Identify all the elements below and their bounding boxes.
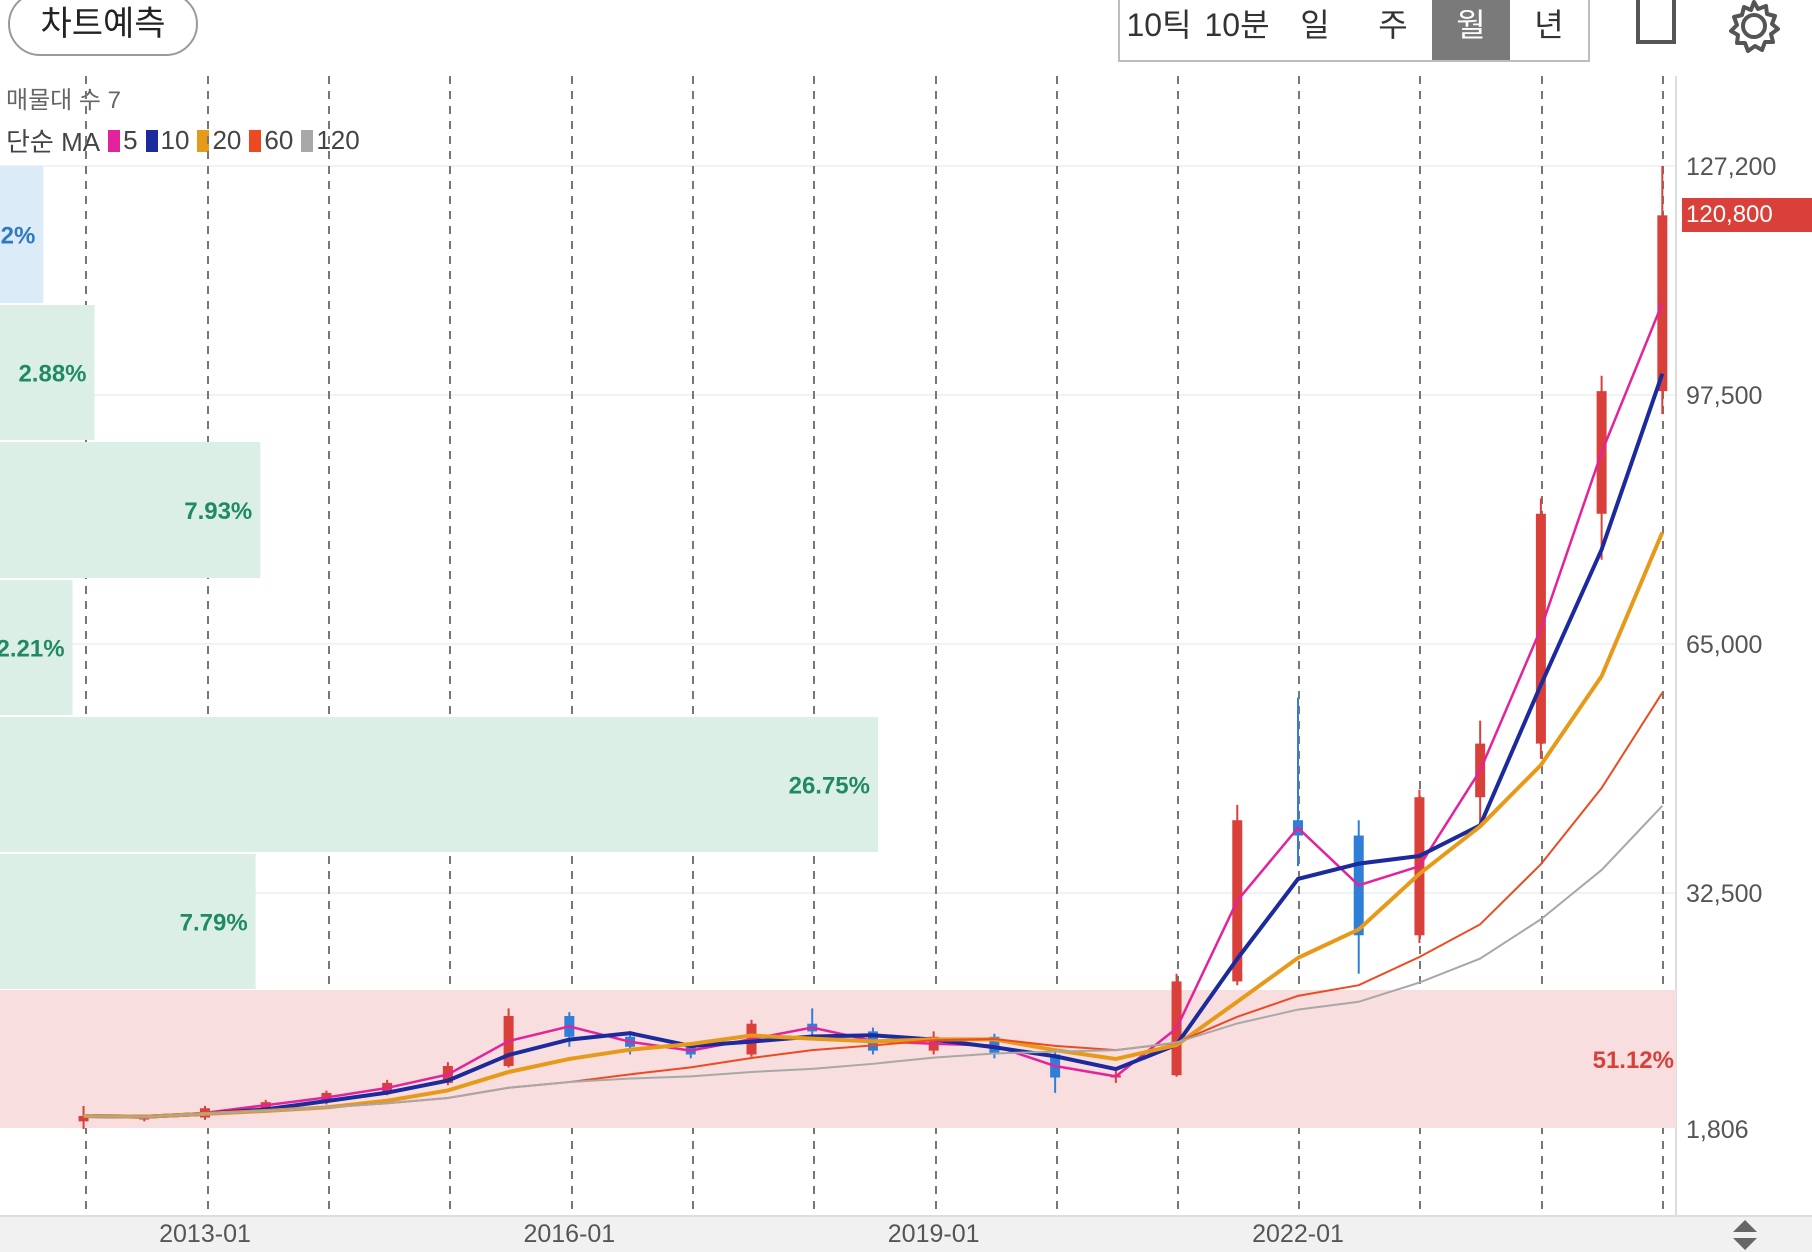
volume-profile-count: 매물대 수 7: [6, 87, 122, 114]
chart-predict-button[interactable]: 차트예측: [8, 0, 198, 56]
ma120-swatch: [301, 129, 314, 152]
volume-profile-label: 51.12%: [1593, 1047, 1674, 1074]
candlestick-chart[interactable]: 1.32% 2.88% 7.93% 2.21% 26.75% 7.79% 51.12% 127…: [0, 76, 1812, 1252]
gear-icon[interactable]: [1724, 0, 1784, 56]
volume-profile-label: 2.21%: [0, 636, 65, 663]
volume-profile-band: [0, 305, 95, 440]
y-tick-label: 32,500: [1686, 880, 1762, 908]
ma60-label: 60: [264, 125, 294, 155]
ma5-label: 5: [123, 125, 138, 155]
period-month[interactable]: 월: [1432, 0, 1510, 60]
ma10-swatch: [145, 129, 158, 152]
x-axis-band: [0, 1217, 1812, 1252]
top-toolbar: 차트예측 10틱 10분 일 주 월 년: [0, 0, 1812, 76]
x-tick-label: 2016-01: [523, 1220, 615, 1248]
volume-profile-band: [0, 990, 1676, 1128]
volume-profile-label: 1.32%: [0, 223, 35, 250]
period-selector: 10틱 10분 일 주 월 년: [1118, 0, 1590, 62]
volume-profile-label: 7.79%: [180, 910, 248, 937]
ma120-line: [83, 805, 1664, 1118]
ma10-line: [83, 373, 1665, 1119]
volume-profile-band: [0, 854, 256, 989]
y-tick-label: 65,000: [1686, 631, 1762, 659]
period-10tick[interactable]: 10틱: [1126, 7, 1192, 43]
ma120-label: 120: [316, 125, 360, 155]
volume-profile-label: 26.75%: [789, 773, 870, 800]
y-tick-label: 127,200: [1686, 153, 1776, 181]
current-price-tag: 120,800: [1682, 198, 1812, 232]
volume-profile-band: [0, 580, 73, 715]
x-tick-label: 2013-01: [159, 1220, 251, 1248]
volume-profile-band: [0, 717, 878, 852]
ma20-label: 20: [212, 125, 242, 155]
x-tick-label: 2019-01: [888, 1220, 980, 1248]
x-tick-label: 2022-01: [1252, 1220, 1344, 1248]
scroll-handle-icon[interactable]: [1730, 1218, 1760, 1252]
ma-type-label: 단순 MA: [6, 127, 101, 157]
ma10-label: 10: [160, 125, 190, 155]
ma5-swatch: [108, 129, 121, 152]
y-tick-label: 1,806: [1686, 1116, 1749, 1144]
period-day[interactable]: 일: [1300, 7, 1330, 43]
ma60-swatch: [249, 129, 262, 152]
y-tick-label: 97,500: [1686, 382, 1762, 410]
period-week[interactable]: 주: [1378, 7, 1408, 43]
volume-profile-label: 2.88%: [18, 361, 86, 388]
period-10min[interactable]: 10분: [1204, 7, 1270, 43]
candle-body: [78, 1115, 89, 1122]
volume-profile-band: [0, 166, 44, 303]
period-year[interactable]: 년: [1534, 7, 1564, 43]
ma20-swatch: [197, 129, 210, 152]
fullscreen-icon[interactable]: [1636, 0, 1676, 44]
volume-profile-label: 7.93%: [184, 498, 252, 525]
volume-profile-band: [0, 442, 261, 578]
ma-legend: 단순 MA 5 10 20 60 120: [6, 122, 360, 159]
